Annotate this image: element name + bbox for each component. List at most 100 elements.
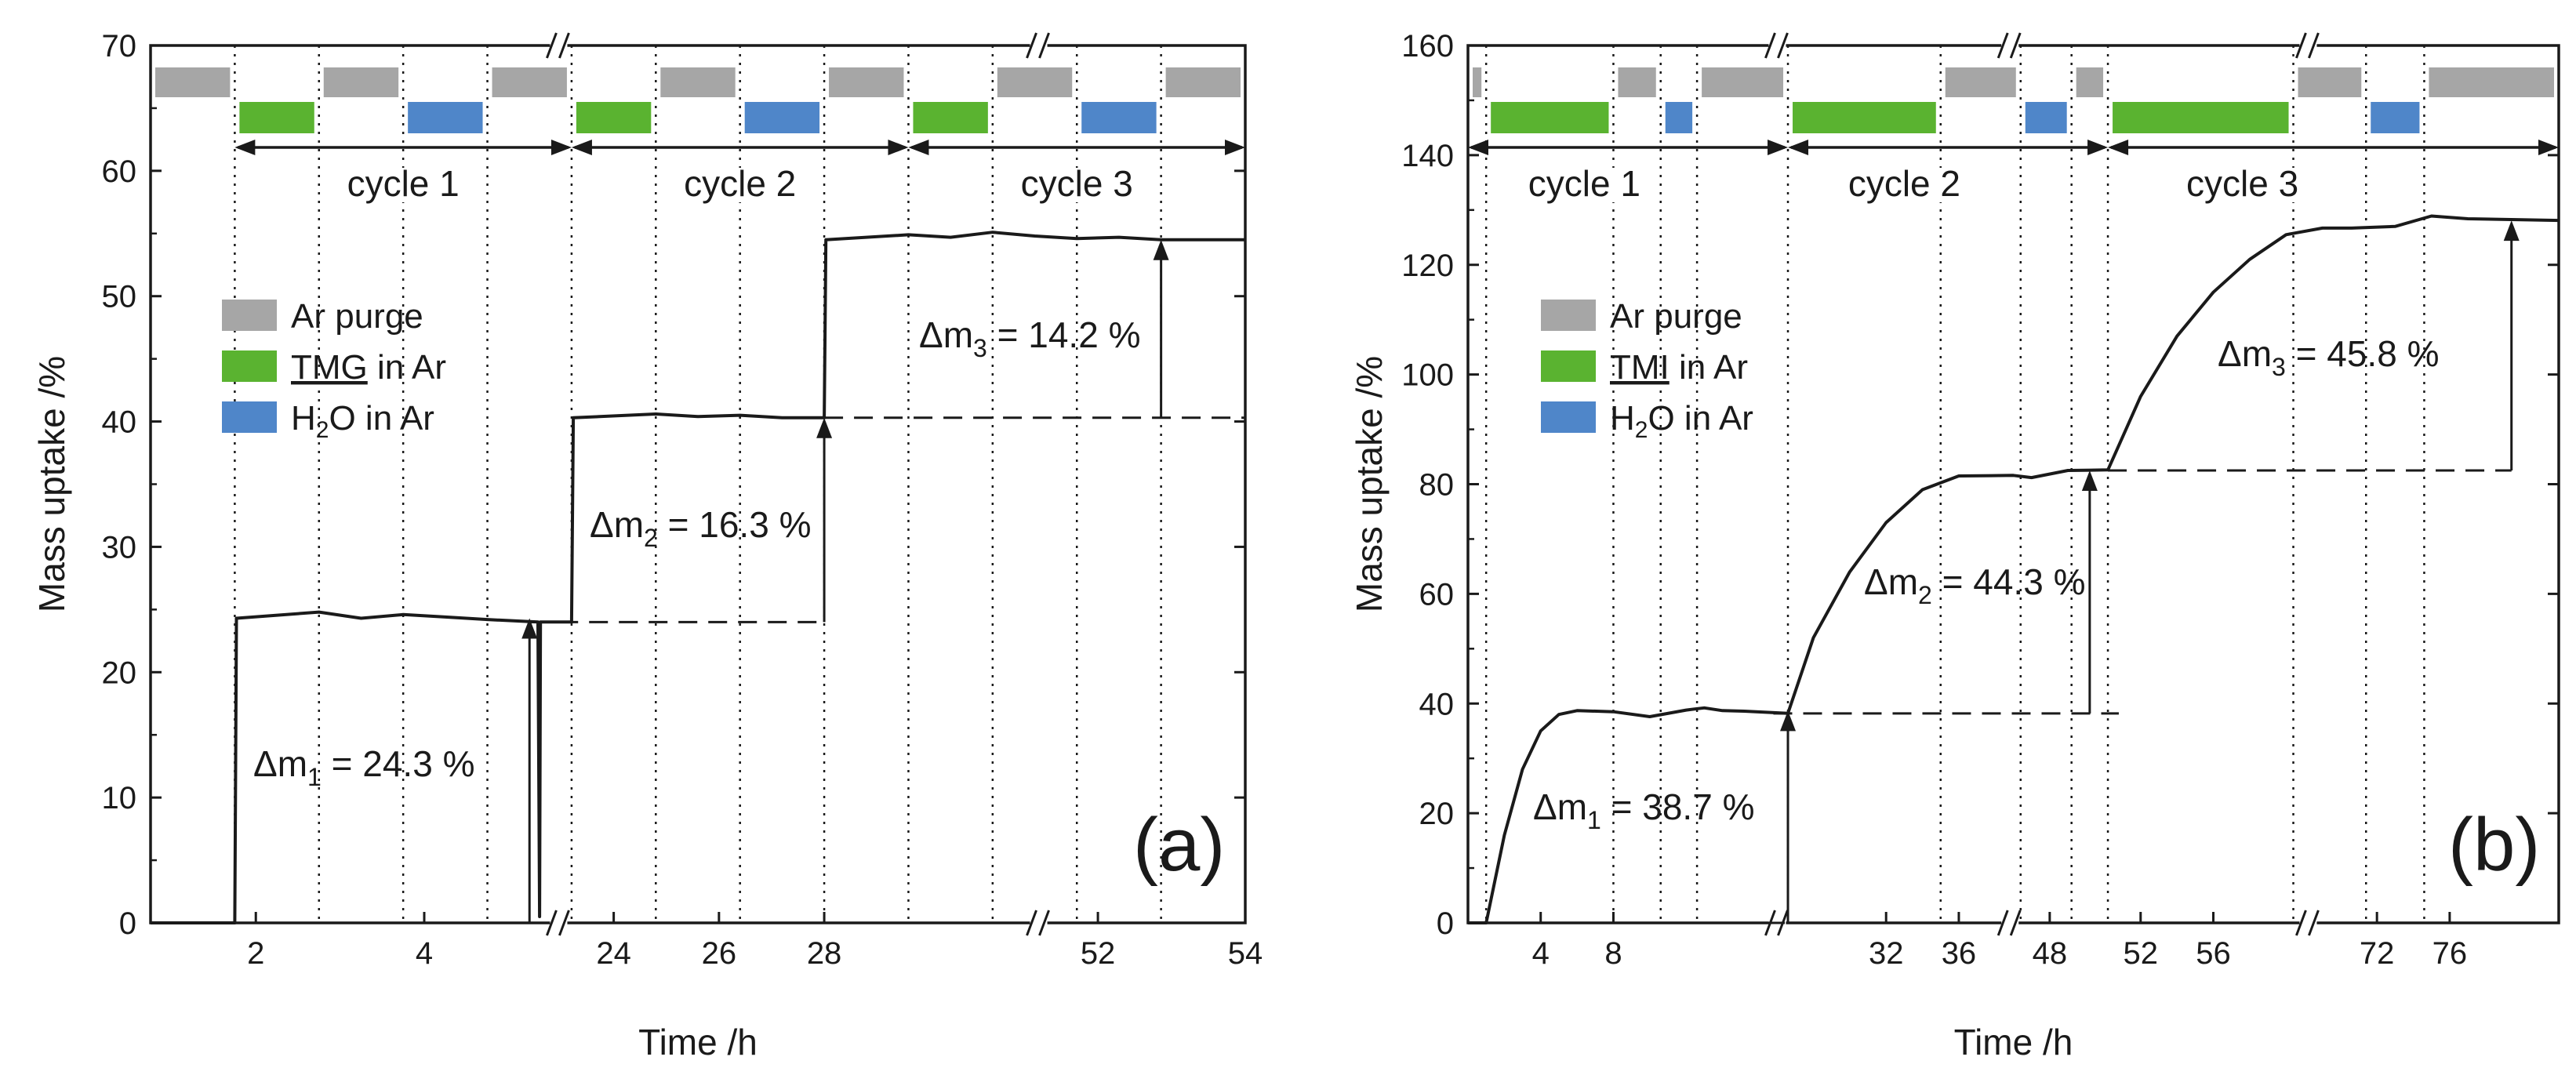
- delta-label: Δm1 = 24.3 %: [253, 743, 474, 791]
- ar-purge-step: [492, 67, 567, 97]
- axis-break-mark: [546, 32, 558, 59]
- axis-break-mark: [2295, 32, 2307, 59]
- axis-break-mark: [2308, 910, 2320, 936]
- cycle-arrow-head: [2108, 140, 2129, 155]
- ar-purge-step: [2076, 67, 2104, 97]
- cycle-arrow-head: [1788, 140, 1809, 155]
- axis-break-mark: [2009, 32, 2022, 59]
- y-axis-title: Mass uptake /%: [31, 356, 72, 612]
- cycle-arrow-head: [888, 140, 909, 155]
- ar-purge-step: [155, 67, 231, 97]
- ar-purge-step: [829, 67, 904, 97]
- y-tick-label: 60: [1419, 577, 1455, 612]
- ar-purge-step: [323, 67, 399, 97]
- x-tick-label: 2: [247, 936, 264, 971]
- legend-swatch: [1541, 401, 1596, 433]
- ar-purge-step: [1945, 67, 2016, 97]
- legend-swatch: [222, 300, 277, 331]
- delta-arrow-head: [2081, 470, 2098, 492]
- x-axis-title: Time /h: [638, 1022, 758, 1062]
- cycle-arrow-head: [571, 140, 592, 155]
- x-tick-label: 76: [2432, 936, 2468, 971]
- cycle-arrow-head: [2538, 140, 2559, 155]
- legend-label: H2O in Ar: [1610, 399, 1753, 443]
- mass-uptake-line: [1468, 214, 2560, 924]
- axis-break-mark: [2308, 32, 2320, 59]
- ar-purge-step: [660, 67, 736, 97]
- delta-arrow-head: [521, 618, 538, 639]
- y-tick-label: 140: [1401, 139, 1454, 173]
- panel-letter: (a): [1133, 803, 1225, 887]
- x-tick-label: 48: [2033, 936, 2068, 971]
- y-tick-label: 40: [1419, 687, 1455, 721]
- y-tick-label: 100: [1401, 358, 1454, 393]
- mass-uptake-line: [151, 231, 1245, 924]
- y-tick-label: 50: [102, 280, 137, 314]
- axis-break-mark: [546, 910, 558, 936]
- axis-break-mark: [558, 32, 570, 59]
- y-tick-label: 40: [102, 405, 137, 440]
- cycle-label-bg: [1513, 168, 1655, 202]
- x-tick-label: 72: [2360, 936, 2395, 971]
- legend-label: Ar purge: [291, 297, 423, 336]
- h2o-step: [2371, 102, 2420, 133]
- y-tick-label: 60: [102, 154, 137, 189]
- ar-purge-step: [1618, 67, 1656, 97]
- y-tick-label: 0: [1437, 906, 1454, 941]
- cycle-arrow-head: [1468, 140, 1488, 155]
- cycle-label-bg: [1006, 168, 1148, 202]
- axis-break-mark: [2295, 910, 2307, 936]
- axis-break-mark: [1777, 32, 1789, 59]
- h2o-step: [1665, 102, 1693, 133]
- delta-label: Δm2 = 44.3 %: [1864, 561, 2085, 609]
- legend-swatch: [222, 350, 277, 382]
- cycle-label-bg: [1833, 168, 1975, 202]
- ar-purge-step: [997, 67, 1073, 97]
- delta-label: Δm1 = 38.7 %: [1533, 786, 1754, 834]
- cycle-arrow-head: [1225, 140, 1245, 155]
- ar-purge-step: [1702, 67, 1784, 97]
- legend-swatch: [1541, 350, 1596, 382]
- ar-purge-step: [2298, 67, 2362, 97]
- precursor-step: [239, 102, 314, 133]
- x-tick-label: 52: [2124, 936, 2159, 971]
- ar-purge-step: [1473, 67, 1482, 97]
- legend-swatch: [222, 401, 277, 433]
- y-tick-label: 80: [1419, 468, 1455, 503]
- axis-break-mark: [1026, 910, 1037, 936]
- panel-letter: (b): [2448, 803, 2540, 887]
- x-tick-label: 8: [1604, 936, 1622, 971]
- cycle-arrow-head: [234, 140, 256, 155]
- legend-label: Ar purge: [1610, 297, 1742, 336]
- precursor-step: [1491, 102, 1609, 133]
- y-tick-label: 70: [102, 29, 137, 64]
- x-tick-label: 4: [1532, 936, 1550, 971]
- precursor-step: [913, 102, 988, 133]
- delta-arrow-head: [816, 417, 833, 438]
- delta-arrow-head: [2503, 220, 2520, 242]
- legend-swatch: [1541, 300, 1596, 331]
- delta-label: Δm2 = 16.3 %: [590, 504, 811, 552]
- axis-break-mark: [1026, 32, 1037, 59]
- cycle-label: cycle 1: [1528, 163, 1640, 204]
- axis-break-mark: [1038, 910, 1050, 936]
- cycle-label: cycle 3: [2186, 163, 2298, 204]
- ar-purge-step: [2429, 67, 2554, 97]
- x-tick-label: 52: [1081, 936, 1116, 971]
- ar-purge-step: [1165, 67, 1241, 97]
- cycle-arrow-head: [908, 140, 929, 155]
- y-tick-label: 30: [102, 530, 137, 565]
- axis-break-mark: [558, 910, 570, 936]
- y-tick-label: 20: [1419, 797, 1455, 831]
- legend-label: TMG in Ar: [291, 348, 446, 387]
- precursor-step: [2113, 102, 2289, 133]
- delta-label: Δm3 = 45.8 %: [2218, 333, 2439, 381]
- x-tick-label: 54: [1228, 936, 1263, 971]
- x-tick-label: 26: [702, 936, 737, 971]
- y-axis-title: Mass uptake /%: [1349, 356, 1390, 612]
- y-tick-label: 10: [102, 781, 137, 815]
- x-tick-label: 32: [1869, 936, 1904, 971]
- h2o-step: [408, 102, 483, 133]
